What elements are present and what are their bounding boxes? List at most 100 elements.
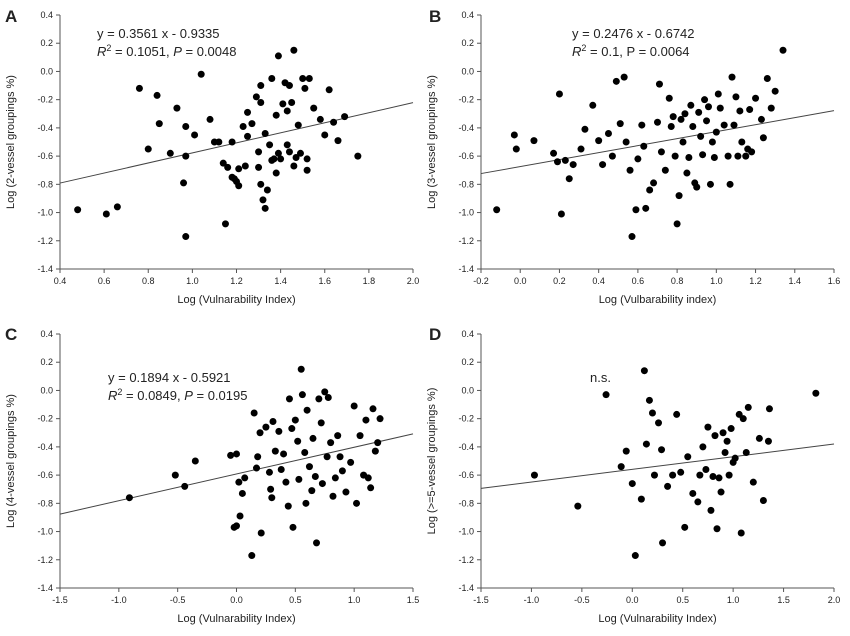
data-point (297, 365, 305, 373)
data-point (266, 141, 274, 149)
data-point (191, 131, 199, 139)
data-point (645, 396, 653, 404)
data-point (371, 447, 379, 455)
data-point (347, 458, 355, 466)
y-tick-label: 0.4 (461, 329, 474, 339)
y-tick-label: 0.0 (40, 66, 53, 76)
y-tick-label: 0.4 (461, 10, 474, 20)
data-point (144, 145, 152, 153)
panel-letter: B (429, 7, 441, 26)
data-point (681, 110, 689, 118)
data-point (604, 130, 612, 138)
data-point (284, 502, 292, 510)
data-point (565, 175, 573, 183)
regression-equation: y = 0.2476 x - 0.6742 (572, 26, 695, 41)
data-point (301, 449, 309, 457)
data-point (727, 425, 735, 433)
data-point (182, 233, 190, 241)
data-point (634, 155, 642, 163)
data-point (271, 447, 279, 455)
data-point (261, 130, 269, 138)
data-point (296, 149, 304, 157)
data-point (669, 113, 677, 121)
data-point (275, 427, 283, 435)
data-point (755, 434, 763, 442)
data-point (661, 166, 669, 174)
data-point (742, 449, 750, 457)
data-point (228, 138, 236, 146)
data-point (235, 182, 243, 190)
data-point (274, 52, 282, 60)
data-point (272, 169, 280, 177)
data-point (732, 93, 740, 101)
data-point (667, 122, 675, 130)
data-point (256, 429, 264, 437)
r-squared-value: = 0.1051, (111, 44, 173, 59)
data-point (695, 108, 703, 116)
data-point (324, 394, 332, 401)
data-point (721, 449, 729, 457)
data-point (748, 148, 756, 156)
data-point (720, 121, 728, 129)
r-squared-value: = 0.1, P = 0.0064 (586, 44, 689, 59)
data-point (677, 468, 685, 476)
data-point (763, 75, 771, 82)
data-point (599, 161, 607, 169)
data-point (557, 210, 565, 218)
x-tick-label: -1.5 (473, 595, 489, 605)
data-point (303, 166, 311, 174)
data-point (717, 488, 725, 496)
y-tick-label: 0.2 (40, 38, 53, 48)
data-point (510, 131, 518, 139)
data-point (334, 137, 342, 145)
data-point (702, 465, 710, 473)
data-point (350, 402, 358, 410)
x-tick-label: 1.6 (318, 276, 331, 286)
data-point (182, 122, 190, 130)
data-point (267, 485, 275, 493)
data-point (683, 169, 691, 177)
y-tick-label: -0.6 (37, 151, 53, 161)
x-tick-label: 1.5 (407, 595, 420, 605)
data-point (272, 111, 280, 119)
data-point (288, 98, 296, 106)
data-point (236, 512, 244, 520)
data-point (182, 152, 190, 160)
x-tick-label: 2.0 (407, 276, 420, 286)
panel-letter: D (429, 325, 441, 344)
data-point (569, 161, 577, 169)
data-point (693, 183, 701, 191)
data-point (244, 132, 252, 140)
data-point (318, 480, 326, 488)
data-point (632, 206, 640, 214)
data-point (155, 120, 163, 128)
x-tick-label: -0.5 (170, 595, 186, 605)
data-point (612, 77, 620, 85)
data-point (759, 497, 767, 505)
data-point (703, 117, 711, 125)
data-point (622, 138, 630, 146)
data-point (197, 70, 205, 78)
data-point (684, 453, 692, 461)
data-point (622, 447, 630, 455)
data-point (555, 90, 563, 98)
data-point (657, 148, 665, 156)
y-tick-label: 0.0 (40, 385, 53, 395)
r-label: R (97, 44, 106, 59)
x-tick-label: 1.4 (789, 276, 802, 286)
y-tick-label: -1.2 (458, 236, 474, 246)
r-label: R (108, 388, 117, 403)
r-squared-superscript: 2 (581, 43, 586, 53)
p-label: P (173, 44, 182, 59)
data-point (265, 468, 273, 476)
data-point (295, 475, 303, 483)
y-axis-title: Log (2-vessel groupings %) (5, 75, 17, 209)
data-point (642, 440, 650, 448)
y-axis-title: Log (3-vessel groupings %) (426, 75, 438, 209)
data-point (248, 120, 256, 128)
data-point (530, 471, 538, 479)
data-point (364, 474, 372, 482)
data-point (341, 113, 349, 121)
data-point (288, 425, 296, 433)
data-point (648, 409, 656, 417)
